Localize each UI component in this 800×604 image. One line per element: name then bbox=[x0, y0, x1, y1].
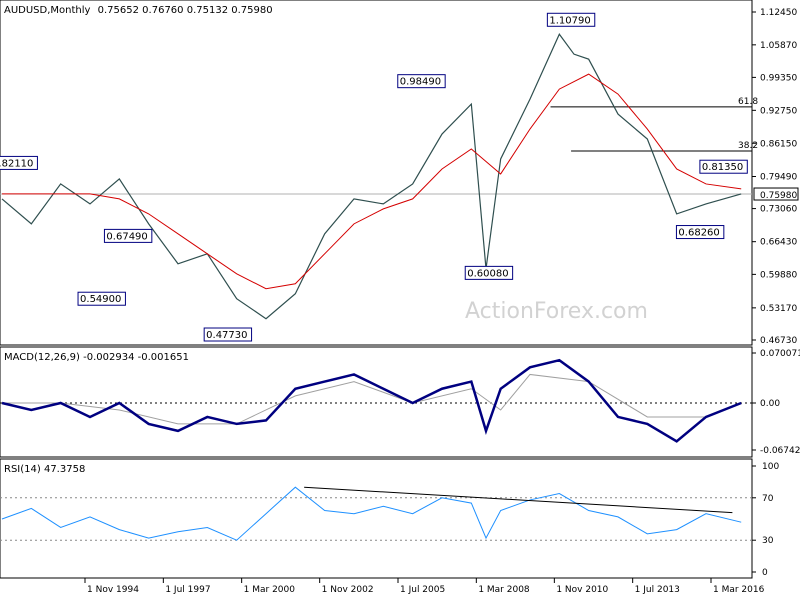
current-price-label: 0.75980 bbox=[760, 191, 797, 201]
price-panel-title: AUDUSD,Monthly 0.75652 0.76760 0.75132 0… bbox=[4, 5, 273, 16]
fib-level-label: 61.8 bbox=[738, 97, 758, 107]
price-y-tick-label: 0.99350 bbox=[760, 73, 797, 83]
price-annotation-box bbox=[103, 228, 153, 243]
x-tick-label: 1 Jul 2013 bbox=[635, 585, 680, 595]
price-annotation-label: 0.82110 bbox=[0, 158, 33, 169]
price-annotation-label: 0.47730 bbox=[206, 330, 247, 341]
fib-level-label: 38.2 bbox=[738, 141, 758, 151]
price-annotation-box bbox=[77, 291, 126, 306]
symbol-label: AUDUSD,Monthly bbox=[4, 5, 91, 16]
macd-y-tick-label: -0.067423 bbox=[760, 446, 800, 456]
price-annotation-label: 0.54900 bbox=[80, 294, 121, 305]
price-annotation-label: 0.81350 bbox=[702, 162, 743, 173]
price-y-tick-label: 0.92750 bbox=[760, 106, 797, 116]
price-annotation-label: 0.98490 bbox=[400, 77, 441, 88]
price-panel bbox=[0, 0, 753, 346]
rsi-y-tick-label: 70 bbox=[762, 494, 774, 504]
price-annotation-box bbox=[546, 12, 596, 27]
x-tick-label: 1 Mar 2008 bbox=[478, 585, 530, 595]
price-watermark: ActionForex.com bbox=[465, 299, 648, 324]
macd-y-tick-label: 0.070071 bbox=[760, 349, 800, 359]
price-series bbox=[1, 33, 742, 320]
ohlc-label: 0.75652 0.76760 0.75132 0.75980 bbox=[98, 5, 273, 16]
price-y-tick-label: 0.53170 bbox=[760, 304, 797, 314]
price-y-tick-label: 0.73060 bbox=[760, 205, 797, 215]
price-y-tick-label: 1.12450 bbox=[760, 8, 797, 18]
price-annotation-box bbox=[675, 225, 725, 240]
price-y-tick-label: 0.86150 bbox=[760, 139, 797, 149]
macd-panel bbox=[0, 346, 753, 458]
rsi-y-tick-label: 100 bbox=[762, 462, 779, 472]
price-annotation-box bbox=[0, 155, 38, 170]
x-tick-label: 1 Nov 2002 bbox=[322, 585, 374, 595]
price-y-tick-label: 0.59880 bbox=[760, 270, 797, 280]
price-annotation-box bbox=[397, 74, 446, 89]
moving-average-series bbox=[2, 73, 742, 290]
rsi-series bbox=[1, 486, 742, 541]
price-annotation-label: 0.68260 bbox=[678, 228, 719, 239]
x-tick-label: 1 Jul 1997 bbox=[165, 585, 210, 595]
x-tick-label: 1 Nov 2010 bbox=[556, 585, 608, 595]
price-annotation-label: 0.60080 bbox=[467, 268, 508, 279]
price-y-tick-label: 0.66430 bbox=[760, 238, 797, 248]
x-tick-label: 1 Mar 2000 bbox=[244, 585, 296, 595]
x-tick-label: 1 Jul 2005 bbox=[400, 585, 445, 595]
price-annotation-box bbox=[203, 327, 253, 342]
price-annotation-box bbox=[699, 159, 748, 174]
price-y-tick-label: 0.46730 bbox=[760, 336, 797, 346]
rsi-label: RSI(14) 47.3758 bbox=[4, 464, 85, 475]
x-tick-label: 1 Nov 1994 bbox=[87, 585, 139, 595]
price-y-tick-label: 0.79490 bbox=[760, 172, 797, 182]
price-y-tick-label: 1.05870 bbox=[760, 41, 797, 51]
rsi-trendline bbox=[304, 486, 733, 514]
price-annotation-box bbox=[464, 265, 514, 280]
price-annotation-label: 0.67490 bbox=[106, 231, 147, 242]
rsi-y-tick-label: 0 bbox=[762, 568, 768, 578]
x-tick-label: 1 Mar 2016 bbox=[713, 585, 765, 595]
price-annotation-label: 1.10790 bbox=[549, 15, 590, 26]
rsi-panel bbox=[0, 458, 753, 579]
macd-label: MACD(12,26,9) -0.002934 -0.001651 bbox=[4, 352, 189, 363]
rsi-y-tick-label: 30 bbox=[762, 536, 774, 546]
macd-series bbox=[1, 358, 742, 443]
macd-y-tick-label: 0.00 bbox=[760, 399, 780, 409]
current-price-box bbox=[753, 187, 799, 201]
